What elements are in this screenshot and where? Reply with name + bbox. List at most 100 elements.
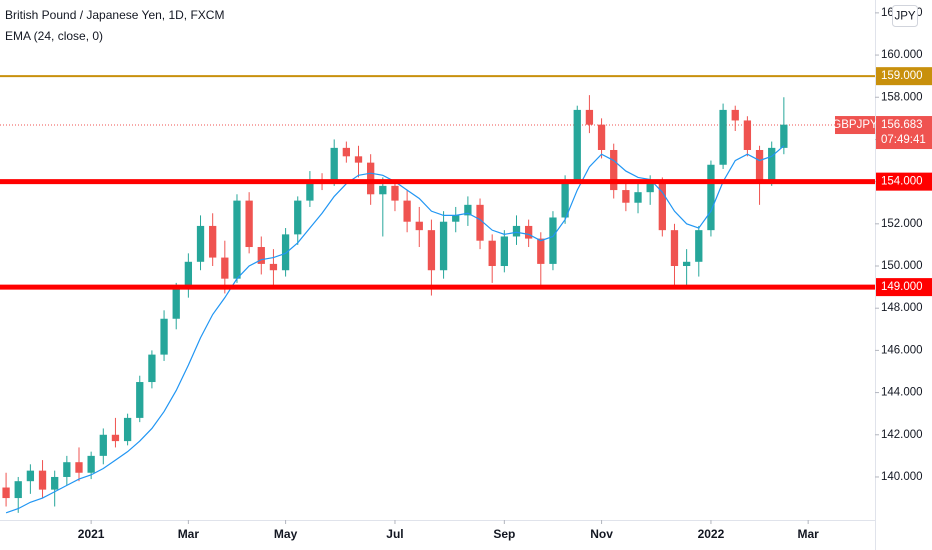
candle-body [415, 221, 423, 231]
candle-body [123, 417, 132, 442]
candle-body [63, 462, 71, 477]
x-tick-label: Sep [493, 527, 515, 541]
candle-body [768, 147, 776, 180]
symbol-label: GBPJPY [832, 119, 878, 131]
last-price-label: 156.683 [881, 119, 923, 131]
x-tick-label: 2022 [698, 527, 725, 541]
candle-body [245, 200, 253, 248]
candle-body [172, 289, 180, 319]
candle-body [597, 124, 606, 150]
x-tick-label: Mar [178, 527, 200, 541]
candle-body [87, 455, 95, 473]
symbol-label-box [835, 116, 875, 135]
candle-body [75, 462, 83, 473]
candle-body [439, 221, 448, 271]
candle-body [257, 247, 265, 264]
candle-body [476, 204, 484, 241]
currency-button[interactable] [892, 5, 918, 27]
candle-body [403, 200, 411, 222]
candle-body [221, 257, 229, 279]
candle-body [488, 240, 496, 267]
candle-body [525, 225, 533, 239]
candle-body [136, 382, 144, 418]
candle-body [427, 230, 436, 271]
candle-body [111, 434, 120, 442]
candle-body [209, 225, 217, 258]
candle-body [561, 179, 569, 218]
candle-body [731, 109, 739, 121]
x-tick-label: May [274, 527, 298, 541]
level-label: 154.000 [881, 176, 923, 188]
level-label: 149.000 [881, 281, 923, 293]
candle-body [452, 215, 460, 222]
y-tick-label: 150.000 [881, 260, 923, 272]
x-tick-label: Nov [590, 527, 613, 541]
level-label: 159.000 [881, 70, 923, 82]
x-tick-label: 2021 [78, 527, 105, 541]
candle-body [707, 164, 715, 231]
indicator-legend: EMA (24, close, 0) [5, 29, 103, 43]
candle-body [464, 204, 472, 216]
candle-body [610, 149, 618, 191]
candle-body [658, 179, 666, 231]
candle-body [367, 162, 375, 195]
candle-body [294, 200, 302, 235]
last-price-box [876, 116, 932, 150]
candle-body [634, 192, 642, 203]
candle-body [51, 476, 59, 490]
candle-body [549, 217, 557, 264]
candle-body [379, 185, 387, 195]
candle-body [573, 109, 581, 180]
candle-body [695, 230, 703, 262]
chart-title: British Pound / Japanese Yen, 1D, FXCM [5, 8, 224, 22]
candle-body [780, 124, 788, 148]
x-tick-label: Jul [386, 527, 403, 541]
candle-body [2, 487, 10, 499]
candle-body [646, 179, 654, 193]
level-label-box [876, 278, 932, 297]
level-label-box [876, 67, 932, 86]
candle-body [500, 236, 508, 267]
candle-body [682, 261, 691, 267]
candle-body [391, 185, 399, 201]
candle-body [38, 470, 47, 490]
candle-body [281, 234, 290, 271]
candle-body [670, 230, 679, 267]
candle-body [330, 147, 338, 182]
candle-body [196, 225, 205, 262]
candle-body [719, 109, 727, 165]
candle-body [354, 156, 363, 163]
y-tick-label: 158.000 [881, 91, 923, 103]
candle-body [99, 434, 107, 456]
candle-body [306, 179, 314, 201]
axes: 140.000 142.000 144.000 146.000 148.000 150.0… [78, 7, 932, 541]
y-tick-label: 152.000 [881, 218, 923, 230]
candle-body [755, 149, 764, 180]
candle-body [743, 120, 752, 150]
candle-body [537, 238, 545, 264]
candle-body [160, 318, 168, 355]
candle-body [342, 147, 350, 157]
y-tick-label: 160.000 [881, 49, 923, 61]
candle-body [512, 225, 521, 237]
level-label-box [876, 172, 932, 191]
y-tick-label: 140.000 [881, 471, 923, 483]
y-tick-label: 146.000 [881, 344, 923, 356]
currency-label[interactable]: JPY [894, 11, 915, 23]
candle-body [269, 263, 278, 271]
candle-body [26, 470, 35, 482]
plot-area [0, 75, 875, 514]
candle-body [14, 481, 22, 499]
candle-body [184, 261, 193, 290]
x-tick-label: Mar [797, 527, 819, 541]
countdown-label: 07:49:41 [881, 134, 926, 146]
y-tick-label: 144.000 [881, 387, 923, 399]
y-tick-label: 142.000 [881, 429, 923, 441]
y-tick-label: 148.000 [881, 302, 923, 314]
candle-body [233, 200, 241, 279]
candle-body [148, 354, 156, 383]
candle-body [622, 190, 630, 203]
candle-body [585, 109, 594, 125]
